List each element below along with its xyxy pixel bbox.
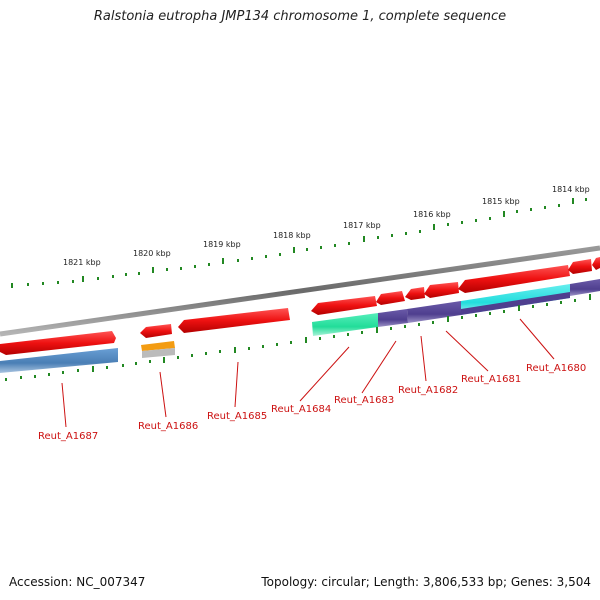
gene-arrow-reut-a1682[interactable] [405,287,425,300]
category-bar-reut-a1683 [378,309,408,327]
gene-label-reut-a1680[interactable]: Reut_A1680 [526,363,586,374]
major-tick [152,267,154,273]
inner-tick-track [5,294,591,381]
major-tick [293,247,295,253]
major-tick [433,224,435,230]
gene-arrow-reut-a1684[interactable] [311,296,377,315]
gene-label-reut-a1682[interactable]: Reut_A1682 [398,385,458,396]
map-title: Ralstonia eutropha JMP134 chromosome 1, … [93,9,507,24]
leader-line-reut-a1681 [445,330,489,372]
gene-arrow-reut-a1686[interactable] [140,324,172,338]
major-tick [82,276,84,282]
leader-line-reut-a1683 [361,340,397,394]
chromosome-backbone [0,245,600,337]
leader-line-reut-a1684 [299,346,350,402]
label-leader-lines [61,318,555,428]
gene-label-reut-a1684[interactable]: Reut_A1684 [271,404,331,415]
category-bar-reut-a1686-lower [142,348,175,358]
kbp-label: 1820 kbp [133,249,171,258]
gene-label-reut-a1681[interactable]: Reut_A1681 [461,374,521,385]
kbp-label: 1816 kbp [413,210,451,219]
kbp-label: 1814 kbp [552,185,590,194]
leader-line-reut-a1682 [420,335,427,382]
major-tick [572,198,574,204]
leader-line-reut-a1687 [61,382,67,428]
gene-arrow[interactable] [568,259,592,274]
category-bar-reut-a1680 [461,292,570,315]
category-bar-reut-a1684 [312,313,378,336]
gene-label-reut-a1687[interactable]: Reut_A1687 [38,431,98,442]
leader-line-reut-a1680 [519,318,555,360]
gene-arrow-reut-a1687[interactable] [0,331,116,355]
accession-text: Accession: NC_007347 [9,575,146,589]
gene-arrow-reut-a1685[interactable] [178,308,290,333]
gene-label-reut-a1686[interactable]: Reut_A1686 [138,421,198,432]
kbp-label: 1815 kbp [482,197,520,206]
gene-arrow-reut-a1681[interactable] [424,282,459,298]
gene-label-reut-a1685[interactable]: Reut_A1685 [207,411,267,422]
kbp-tick-track [11,198,587,288]
gene-label-reut-a1683[interactable]: Reut_A1683 [334,395,394,406]
category-bar-reut-a1687 [0,348,118,373]
category-bar [570,279,600,296]
major-tick [222,258,224,264]
category-bars [0,279,600,373]
kbp-label: 1819 kbp [203,240,241,249]
gene-arrow[interactable] [592,257,600,270]
kbp-label: 1821 kbp [63,258,101,267]
kbp-label: 1817 kbp [343,221,381,230]
gene-arrows [0,257,600,355]
leader-line-reut-a1686 [159,371,167,418]
major-tick [503,211,505,217]
category-bar-reut-a1682 [407,301,461,323]
kbp-label: 1818 kbp [273,231,311,240]
gene-arrow-reut-a1680[interactable] [458,265,570,293]
topology-summary: Topology: circular; Length: 3,806,533 bp… [261,575,591,589]
gene-arrow-reut-a1683[interactable] [376,291,405,305]
category-bar-reut-a1686 [141,341,175,351]
major-tick [363,236,365,242]
leader-line-reut-a1685 [234,361,239,408]
